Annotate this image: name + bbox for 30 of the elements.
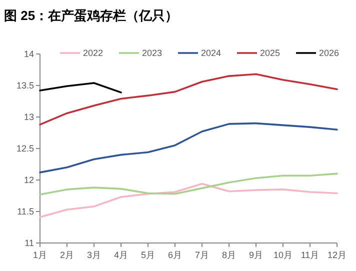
y-tick-label: 11 xyxy=(24,238,34,248)
x-tick-label: 2月 xyxy=(60,250,74,260)
line-series xyxy=(39,82,122,94)
x-tick-label: 12月 xyxy=(327,250,347,260)
x-tick-label: 4月 xyxy=(114,250,128,260)
legend-label: 2026 xyxy=(319,48,340,58)
x-tick-label: 8月 xyxy=(222,250,236,260)
line-series xyxy=(39,122,338,174)
x-tick-label: 7月 xyxy=(194,250,210,260)
line-series xyxy=(39,182,338,218)
legend-label: 2023 xyxy=(142,48,162,58)
line-series xyxy=(39,73,338,126)
x-tick-label: 6月 xyxy=(168,250,182,260)
y-tick-label: 11.5 xyxy=(17,206,34,217)
x-tick-label: 10月 xyxy=(273,250,293,260)
y-tick-label: 12.5 xyxy=(16,144,34,154)
x-tick-label: 3月 xyxy=(86,250,102,260)
x-tick-label: 5月 xyxy=(140,250,156,260)
x-tick-label: 1月 xyxy=(32,250,48,260)
chart-title: 图 25：在产蛋鸡存栏（亿只） xyxy=(4,8,178,23)
legend-label: 2025 xyxy=(260,48,280,58)
legend-label: 2024 xyxy=(201,48,222,58)
y-tick-label: 14 xyxy=(24,49,34,60)
y-tick-label: 12 xyxy=(24,175,34,186)
y-tick-label: 13 xyxy=(24,112,34,122)
line-series xyxy=(39,172,338,196)
x-tick-label: 11月 xyxy=(300,250,320,260)
x-tick-label: 9月 xyxy=(248,250,264,260)
legend-label: 2022 xyxy=(83,48,104,58)
y-tick-label: 13.5 xyxy=(16,80,34,91)
